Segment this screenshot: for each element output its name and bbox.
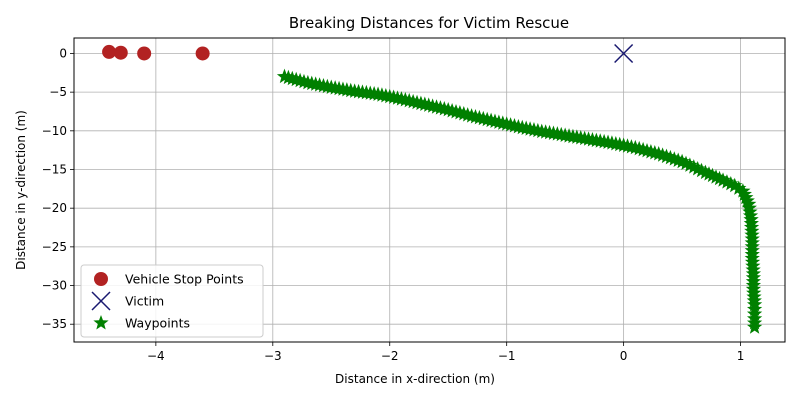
y-tick-label: −10 [42,124,67,138]
x-tick-label: −1 [498,349,516,363]
y-tick-label: −35 [42,317,67,331]
stop-point-marker [195,46,210,61]
y-tick-label: −25 [42,240,67,254]
x-tick-label: −2 [381,349,399,363]
chart-title: Breaking Distances for Victim Rescue [289,14,569,32]
stop-point-marker [137,46,152,61]
legend-label: Victim [125,294,164,309]
legend-box [80,264,264,338]
waypoint-marker [731,180,747,195]
x-tick-label: −4 [147,349,165,363]
legend-label: Waypoints [125,316,190,331]
legend-label: Vehicle Stop Points [125,272,244,287]
x-tick-label: 1 [737,349,745,363]
plot-frame [73,37,786,343]
axis-ticks: −4 −3 −2 −1 0 10−5−10−15−20−25−30−35 [42,46,745,363]
y-axis-label: Distance in y-direction (m) [14,110,28,270]
y-tick-label: −5 [49,85,67,99]
stop-point-marker [102,44,117,59]
waypoint-marker [727,177,743,193]
legend-marker [93,315,109,330]
legend-marker [94,272,108,286]
y-tick-label: −30 [42,279,67,293]
y-tick-label: −15 [42,163,67,177]
y-tick-label: −20 [42,201,67,215]
data-marks [102,43,763,334]
legend: Vehicle Stop Points Victim Waypoints [80,264,264,338]
waypoint-marker [746,319,763,334]
y-tick-label: 0 [59,46,67,60]
stop-point-marker [113,45,128,60]
victim-marker [614,43,634,64]
x-tick-label: 0 [620,349,628,363]
legend-marker [91,291,111,311]
x-axis-label: Distance in x-direction (m) [335,372,495,386]
x-tick-label: −3 [264,349,282,363]
